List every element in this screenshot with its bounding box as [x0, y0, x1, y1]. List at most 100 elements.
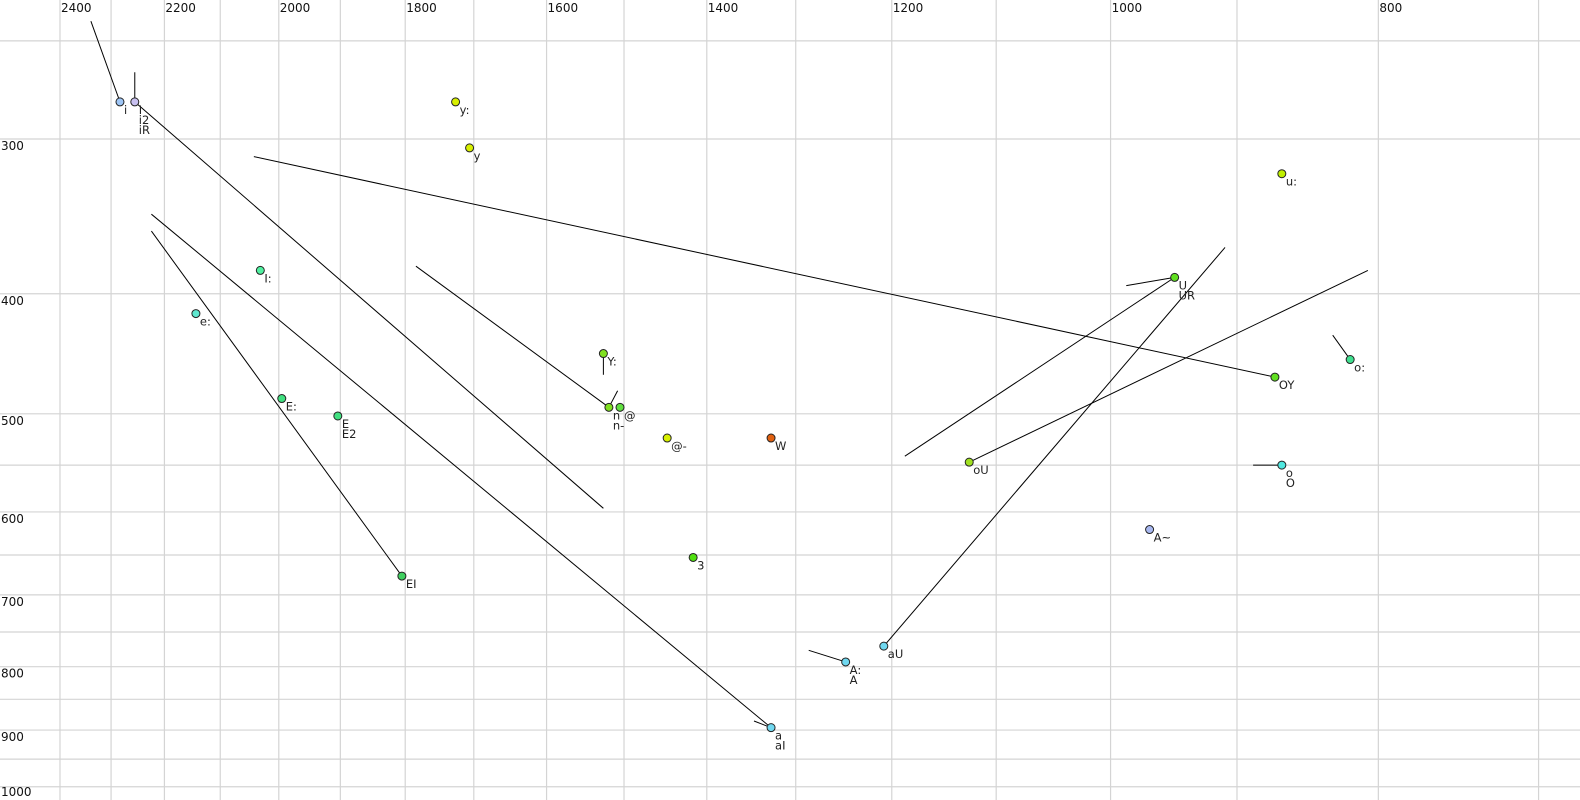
point-label: A — [850, 673, 858, 687]
point-marker — [333, 411, 343, 421]
point-label: @- — [671, 439, 687, 453]
point-label: OY — [1279, 378, 1295, 392]
point-label: 3 — [697, 558, 704, 572]
vowel-point: oU — [964, 457, 989, 477]
point-label: aU — [888, 647, 903, 661]
vowel-point: EI — [397, 571, 417, 591]
point-label: EI — [406, 577, 417, 591]
point-marker — [766, 433, 776, 443]
x-tick-label: 2400 — [61, 1, 92, 15]
point-label: Y: — [606, 355, 616, 369]
point-marker — [766, 723, 776, 733]
point-marker — [1277, 460, 1287, 470]
point-label: I: — [264, 271, 271, 285]
point-label: W — [775, 439, 786, 453]
vowel-point: aaI — [766, 723, 786, 753]
vowel-point: Y: — [598, 349, 617, 369]
point-label: iR — [139, 123, 150, 137]
point-label: n- — [613, 418, 624, 432]
vowel-point: @ — [615, 402, 636, 422]
vowel-point: y: — [451, 97, 469, 117]
vowel-point: oO — [1277, 460, 1295, 490]
point-marker — [130, 97, 140, 107]
trajectory-line — [253, 156, 1276, 378]
vowel-point: 3 — [688, 552, 704, 572]
x-tick-label: 1800 — [406, 1, 437, 15]
point-label: u: — [1286, 175, 1297, 189]
trajectories — [90, 21, 1369, 729]
point-label: I — [139, 103, 142, 117]
point-label: o — [1286, 466, 1293, 480]
trajectory-line — [883, 247, 1226, 647]
point-marker — [662, 433, 672, 443]
point-marker — [1345, 355, 1355, 365]
point-marker — [604, 402, 614, 412]
x-tick-label: 1600 — [548, 1, 579, 15]
point-marker — [451, 97, 461, 107]
point-marker — [191, 309, 201, 319]
x-tick-label: 1400 — [708, 1, 739, 15]
point-label: n — [613, 408, 620, 422]
y-tick-label: 400 — [1, 294, 24, 308]
point-label: @ — [624, 408, 636, 422]
point-label: UR — [1179, 288, 1195, 302]
trajectory-line — [904, 276, 1175, 457]
vowel-point: I: — [255, 265, 272, 285]
trajectory-line — [151, 213, 772, 729]
point-marker — [1277, 169, 1287, 179]
point-marker — [115, 97, 125, 107]
vowel-point: A:A — [841, 657, 862, 687]
trajectory-line — [969, 269, 1369, 463]
vowel-point: A~ — [1145, 525, 1172, 545]
point-marker — [277, 394, 287, 404]
x-tick-label: 2000 — [280, 1, 311, 15]
trajectory-line — [1332, 334, 1351, 360]
trajectory-line — [415, 265, 610, 408]
point-label: E: — [286, 400, 297, 414]
vowel-point: UUR — [1170, 272, 1195, 302]
point-label: oU — [973, 463, 988, 477]
vowel-point: nn- — [604, 402, 624, 432]
vowel-point: aU — [879, 641, 903, 661]
point-marker — [255, 265, 265, 275]
vowel-point: EE2 — [333, 411, 356, 441]
y-tick-label: 300 — [1, 139, 24, 153]
vowel-point: OY — [1270, 372, 1295, 392]
vowel-point: u: — [1277, 169, 1297, 189]
trajectory-line — [1126, 276, 1175, 287]
point-label: e: — [200, 315, 211, 329]
point-label: o: — [1354, 361, 1365, 375]
y-tick-label: 1000 — [1, 785, 32, 799]
y-tick-label: 800 — [1, 667, 24, 681]
point-marker — [688, 552, 698, 562]
point-marker — [598, 349, 608, 359]
point-marker — [465, 143, 475, 153]
x-tick-label: 1200 — [893, 1, 924, 15]
point-marker — [1170, 272, 1180, 282]
point-label: O — [1286, 476, 1295, 490]
vowel-point: i — [115, 97, 127, 117]
x-tick-label: 800 — [1379, 1, 1402, 15]
y-tick-label: 900 — [1, 730, 24, 744]
y-tick-label: 500 — [1, 414, 24, 428]
y-tick-label: 700 — [1, 595, 24, 609]
point-marker — [1270, 372, 1280, 382]
point-label: A~ — [1154, 531, 1172, 545]
vowel-point: @- — [662, 433, 687, 453]
point-label: A: — [850, 663, 862, 677]
vowel-point: o: — [1345, 355, 1365, 375]
point-label: y — [474, 149, 481, 163]
point-label: E — [342, 417, 349, 431]
trajectory-line — [150, 230, 403, 577]
vowel-point: y — [465, 143, 481, 163]
point-marker — [397, 571, 407, 581]
x-tick-label: 2200 — [165, 1, 196, 15]
point-label: U — [1179, 278, 1187, 292]
vowel-point: E: — [277, 394, 297, 414]
point-marker — [879, 641, 889, 651]
axis-ticks: 2400 2200 2000 1800 1600 1400 1200 1000 800 300 40… — [1, 1, 1402, 799]
vowel-point: W — [766, 433, 786, 453]
